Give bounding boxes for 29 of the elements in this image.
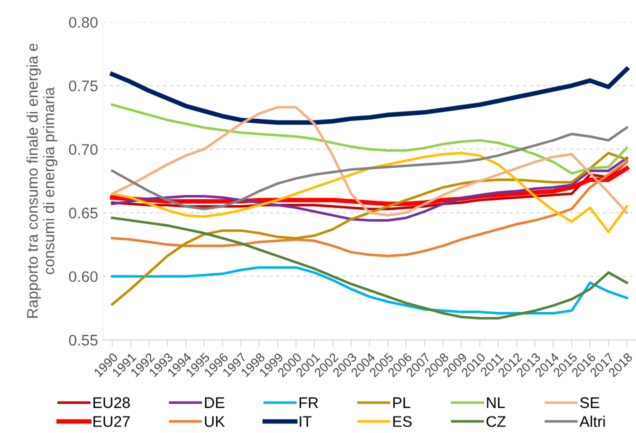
legend-label: FR [300, 397, 318, 408]
line-series [110, 160, 628, 258]
legend-label: CZ [486, 416, 506, 427]
legend-label: PL [393, 397, 410, 408]
y-tick-label: 0.65 [69, 208, 98, 218]
legend-label: NL [487, 397, 505, 408]
line-series [110, 126, 628, 210]
legend-label: UK [204, 416, 225, 427]
line-series [110, 152, 628, 234]
line-series [110, 266, 628, 314]
y-tick-label: 0.75 [69, 80, 98, 92]
y-axis-title: Rapporto tra consumo finale di energia e consumi di energia primaria [26, 44, 58, 318]
line-series [110, 216, 628, 320]
legend-label: Altri [580, 416, 605, 427]
line-series [110, 66, 630, 125]
legend-label: EU28 [94, 397, 130, 408]
y-tick-label: 0.70 [69, 144, 98, 155]
legend-label: EU27 [94, 416, 130, 427]
legend-label: SE [580, 397, 600, 408]
line-series [110, 103, 628, 175]
line-series [110, 106, 628, 217]
legend-label: IT [300, 416, 312, 427]
line-series [110, 152, 628, 306]
y-tick-label: 0.60 [69, 271, 98, 282]
legend-label: DE [205, 397, 224, 408]
legend-label: ES [393, 416, 412, 427]
y-tick-label: 0.55 [69, 334, 98, 346]
y-tick-label: 0.80 [69, 16, 98, 28]
line-series [110, 156, 628, 222]
